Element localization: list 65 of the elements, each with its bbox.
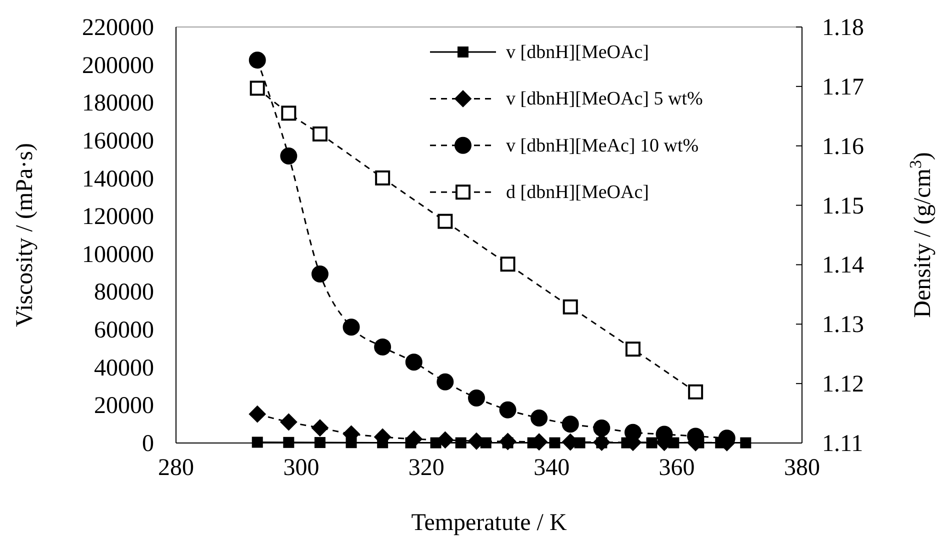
point	[688, 384, 704, 400]
y-tick-label: 60000	[94, 318, 154, 344]
point	[593, 420, 610, 437]
y2-tick-label: 1.12	[822, 372, 864, 398]
legend-label: v [dbnH][MeOAc]	[506, 42, 649, 63]
y-tick-label: 120000	[82, 204, 154, 230]
y-tick-label: 0	[142, 431, 154, 457]
legend-label: d [dbnH][MeOAc]	[506, 182, 649, 204]
y2-tick-label: 1.14	[822, 252, 864, 279]
y2-tick-label: 1.11	[822, 431, 864, 457]
x-tick-label: 300	[283, 455, 320, 481]
y2-tick-label: 1.17	[822, 74, 864, 100]
point	[530, 410, 548, 427]
y-tick-label: 140000	[82, 166, 154, 192]
point	[281, 106, 296, 121]
x-tick-label: 340	[534, 455, 570, 481]
y-axis-title: Viscosity / (mPa·s)	[12, 143, 38, 327]
point	[248, 52, 266, 69]
y-tick-label: 80000	[94, 280, 154, 306]
point	[342, 318, 360, 336]
point	[499, 432, 516, 450]
x-tick-label: 280	[158, 455, 194, 481]
legend-label: v [dbnH][MeAc] 10 wt%	[506, 135, 699, 156]
point	[375, 170, 390, 186]
point	[646, 437, 658, 448]
point	[312, 126, 328, 142]
y-tick-label: 200000	[82, 52, 154, 79]
point	[740, 437, 752, 448]
point	[283, 436, 294, 448]
point	[311, 419, 328, 436]
legend-label: v [dbnH][MeOAc] 5 wt%	[506, 88, 703, 110]
point	[438, 214, 453, 229]
y-tick-label: 40000	[94, 355, 154, 382]
point	[624, 424, 642, 441]
y-tick-label: 100000	[82, 242, 154, 268]
point	[314, 437, 326, 448]
point	[499, 401, 516, 418]
x-tick-label: 380	[784, 455, 820, 481]
point	[250, 80, 265, 96]
y2-tick-label: 1.18	[822, 15, 864, 41]
point	[248, 406, 266, 423]
point	[625, 342, 640, 357]
point	[405, 354, 422, 371]
y-tick-label: 160000	[82, 128, 154, 154]
point	[280, 414, 298, 431]
point	[468, 389, 485, 406]
point	[562, 416, 579, 433]
point	[549, 437, 560, 448]
x-tick-label: 320	[408, 455, 444, 481]
x-tick-label: 360	[658, 455, 695, 481]
y2-tick-label: 1.13	[822, 312, 864, 338]
y-tick-label: 220000	[82, 15, 154, 41]
point	[436, 373, 454, 390]
y2-tick-label: 1.15	[822, 193, 864, 220]
point	[562, 299, 578, 314]
point	[455, 437, 466, 448]
y2-tick-label: 1.16	[822, 134, 864, 160]
y-tick-label: 180000	[82, 90, 154, 117]
x-axis-title: Temperatute / K	[411, 510, 568, 536]
point	[311, 265, 328, 282]
point	[280, 147, 298, 164]
point	[500, 256, 516, 272]
y-tick-label: 20000	[94, 393, 154, 420]
point	[374, 338, 392, 356]
point	[252, 436, 263, 448]
